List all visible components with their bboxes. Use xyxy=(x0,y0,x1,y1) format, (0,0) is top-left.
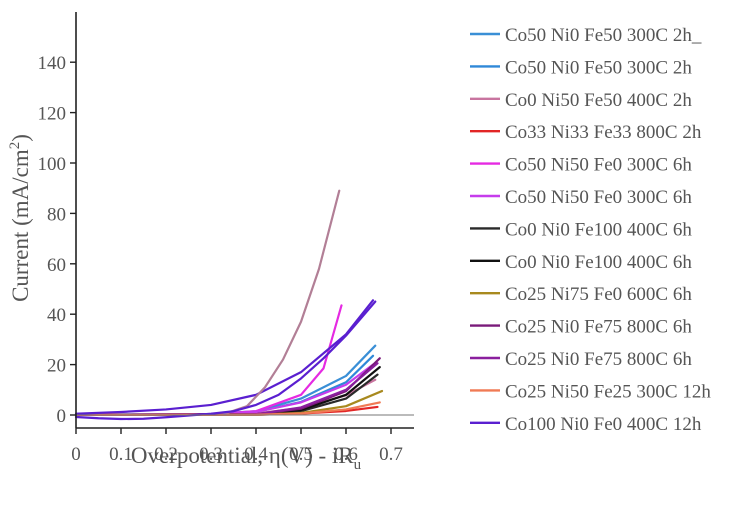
legend-item[interactable]: Co25 Ni0 Fe75 800C 6h xyxy=(470,317,692,338)
series-line-1 xyxy=(74,344,377,416)
legend-item[interactable]: Co100 Ni0 Fe0 400C 12h xyxy=(470,414,702,435)
legend-label: Co25 Ni0 Fe75 800C 6h xyxy=(505,349,692,370)
y-tick-label: 20 xyxy=(47,356,66,377)
y-tick-label: 60 xyxy=(47,255,66,276)
legend-label: Co25 Ni50 Fe25 300C 12h xyxy=(505,381,711,402)
legend-label: Co0 Ni50 Fe50 400C 2h xyxy=(505,90,692,111)
legend-item[interactable]: Co25 Ni75 Fe0 600C 6h xyxy=(470,284,692,305)
legend-label: Co100 Ni0 Fe0 400C 12h xyxy=(505,414,702,435)
x-tick-label: 0.3 xyxy=(199,444,223,465)
legend-item[interactable]: Co33 Ni33 Fe33 800C 2h xyxy=(470,122,702,143)
x-tick-label: 0.4 xyxy=(244,444,268,465)
extra-curve-2 xyxy=(74,300,377,421)
legend-label: Co33 Ni33 Fe33 800C 2h xyxy=(505,122,702,143)
legend-item[interactable]: Co0 Ni0 Fe100 400C 6h xyxy=(470,219,692,240)
ticks-layer: 0 0.1 0.2 0.3 0.4 0.5 0.6 0.7 0 20 40 60 80 100 120 140 xyxy=(38,53,403,465)
legend-label: Co25 Ni75 Fe0 600C 6h xyxy=(505,284,692,305)
y-axis-title: Current (mA/cm2) xyxy=(7,134,33,302)
legend-label: Co25 Ni0 Fe75 800C 6h xyxy=(505,317,692,338)
legend-item[interactable]: Co25 Ni50 Fe25 300C 12h xyxy=(470,381,711,402)
legend-item[interactable]: Co50 Ni50 Fe0 300C 6h xyxy=(470,155,692,176)
legend-label: Co50 Ni0 Fe50 300C 2h_ xyxy=(505,25,702,46)
legend-item[interactable]: Co50 Ni50 Fe0 300C 6h xyxy=(470,187,692,208)
x-tick-label: 0 xyxy=(71,444,81,465)
x-tick-label: 0.5 xyxy=(289,444,313,465)
series-line-13 xyxy=(74,299,375,415)
legend-label: Co0 Ni0 Fe100 400C 6h xyxy=(505,219,692,240)
x-tick-label: 0.2 xyxy=(154,444,178,465)
legend-item[interactable]: Co0 Ni0 Fe100 400C 6h xyxy=(470,252,692,273)
legend-label: Co50 Ni0 Fe50 300C 2h xyxy=(505,57,692,78)
legend-label: Co50 Ni50 Fe0 300C 6h xyxy=(505,187,692,208)
legend-item[interactable]: Co50 Ni0 Fe50 300C 2h_ xyxy=(470,25,702,46)
axes-layer xyxy=(75,12,414,429)
x-axis-title: Overpotential, η(V) - iRu xyxy=(131,443,362,473)
legend-item[interactable]: Co25 Ni0 Fe75 800C 6h xyxy=(470,349,692,370)
legend-item[interactable]: Co0 Ni50 Fe50 400C 2h xyxy=(470,90,692,111)
y-tick-label: 120 xyxy=(38,104,67,125)
y-tick-label: 140 xyxy=(38,53,67,74)
y-tick-label: 0 xyxy=(57,406,67,427)
legend: Co50 Ni0 Fe50 300C 2h_ Co50 Ni0 Fe50 300C… xyxy=(470,25,711,435)
y-tick-label: 100 xyxy=(38,154,67,175)
extra-curve-1 xyxy=(223,189,341,415)
legend-item[interactable]: Co50 Ni0 Fe50 300C 2h xyxy=(470,57,692,78)
y-tick-label: 40 xyxy=(47,305,66,326)
curves-layer xyxy=(74,189,384,421)
x-tick-label: 0.6 xyxy=(334,444,358,465)
x-tick-label: 0.7 xyxy=(379,444,403,465)
x-tick-label: 0.1 xyxy=(109,444,133,465)
legend-label: Co0 Ni0 Fe100 400C 6h xyxy=(505,252,692,273)
y-tick-label: 80 xyxy=(47,204,66,225)
legend-label: Co50 Ni50 Fe0 300C 6h xyxy=(505,155,692,176)
